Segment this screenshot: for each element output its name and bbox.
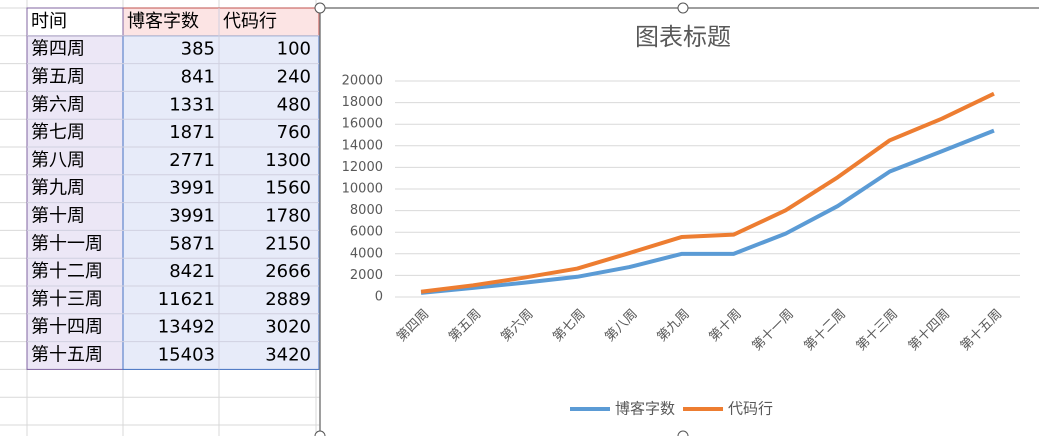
legend-label: 代码行 [728, 400, 773, 418]
y-tick-label: 18000 [342, 95, 383, 110]
cell-value: 100 [277, 39, 311, 60]
chart-title: 图表标题 [635, 23, 731, 51]
cell-value: 11621 [158, 289, 215, 310]
table-header: 代码行 [223, 11, 277, 32]
cell-value: 8421 [169, 261, 215, 282]
row-label: 第十五周 [31, 345, 103, 366]
cell-value: 2666 [265, 261, 311, 282]
resize-handle [314, 430, 326, 436]
table-header: 博客字数 [127, 11, 199, 32]
cell-value: 5871 [169, 233, 215, 254]
cell-value: 760 [277, 122, 311, 143]
y-tick-label: 12000 [342, 160, 383, 175]
cell-value: 1780 [265, 206, 311, 227]
cell-value: 15403 [158, 345, 215, 366]
y-tick-label: 0 [375, 290, 383, 305]
y-tick-label: 14000 [342, 138, 383, 153]
cell-value: 1300 [265, 150, 311, 171]
resize-handle [314, 2, 326, 14]
y-tick-label: 6000 [350, 225, 383, 240]
y-tick-label: 8000 [350, 203, 383, 218]
row-label: 第八周 [31, 150, 85, 171]
row-label: 第九周 [31, 178, 85, 199]
cell-value: 3020 [265, 317, 311, 338]
cell-value: 841 [181, 67, 215, 88]
row-label: 第六周 [31, 94, 85, 115]
y-tick-label: 20000 [342, 74, 383, 89]
y-tick-label: 2000 [350, 268, 383, 283]
row-label: 第五周 [31, 67, 85, 88]
y-tick-label: 10000 [342, 182, 383, 197]
cell-value: 385 [181, 39, 215, 60]
cell-value: 2771 [169, 150, 215, 171]
legend-label: 博客字数 [615, 400, 675, 418]
cell-value: 1331 [169, 94, 215, 115]
cell-value: 2889 [265, 289, 311, 310]
resize-handle [677, 2, 689, 14]
row-label: 第十周 [31, 206, 85, 227]
y-tick-label: 16000 [342, 117, 383, 132]
row-label: 第七周 [31, 122, 85, 143]
chart-area [319, 7, 1039, 436]
series-line [420, 128, 995, 295]
cell-value: 3420 [265, 345, 311, 366]
cell-value: 240 [277, 67, 311, 88]
cell-value: 3991 [169, 178, 215, 199]
cell-value: 3991 [169, 206, 215, 227]
y-tick-label: 4000 [350, 246, 383, 261]
table-header: 时间 [31, 11, 67, 32]
row-label: 第十二周 [31, 261, 103, 282]
row-label: 第十一周 [31, 233, 103, 254]
row-label: 第四周 [31, 39, 85, 60]
cell-value: 1871 [169, 122, 215, 143]
cell-value: 1560 [265, 178, 311, 199]
row-label: 第十三周 [31, 289, 103, 310]
cell-value: 2150 [265, 233, 311, 254]
cell-value: 13492 [158, 317, 215, 338]
resize-handle [677, 430, 689, 436]
row-label: 第十四周 [31, 317, 103, 338]
series-line [420, 91, 995, 294]
cell-value: 480 [277, 94, 311, 115]
